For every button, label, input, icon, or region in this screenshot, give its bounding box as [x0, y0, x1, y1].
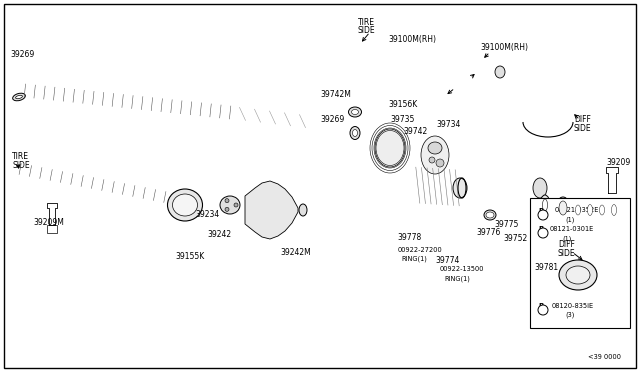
Ellipse shape	[15, 95, 22, 99]
Ellipse shape	[375, 129, 405, 167]
Text: 39234: 39234	[195, 210, 220, 219]
Text: 08121-0301E: 08121-0301E	[550, 226, 595, 232]
Text: 39155K: 39155K	[175, 252, 204, 261]
Text: B: B	[538, 303, 543, 309]
Text: (1): (1)	[562, 235, 572, 241]
Text: TIRE: TIRE	[12, 152, 29, 161]
Polygon shape	[245, 181, 298, 239]
Ellipse shape	[540, 195, 550, 215]
Ellipse shape	[495, 66, 505, 78]
Text: 39100M(RH): 39100M(RH)	[480, 43, 528, 52]
Polygon shape	[234, 106, 311, 129]
Text: 39242M: 39242M	[280, 248, 311, 257]
Bar	[460, 168, 540, 208]
Bar	[530, 198, 630, 328]
Ellipse shape	[609, 199, 619, 221]
Ellipse shape	[351, 109, 358, 115]
Text: 08121-0352E: 08121-0352E	[555, 207, 600, 213]
Text: SIDE: SIDE	[358, 26, 376, 35]
Ellipse shape	[428, 142, 442, 154]
Ellipse shape	[559, 260, 597, 290]
Ellipse shape	[225, 199, 229, 203]
Text: 39781: 39781	[534, 263, 558, 272]
Polygon shape	[19, 83, 236, 120]
Ellipse shape	[225, 207, 229, 211]
Ellipse shape	[538, 305, 548, 315]
Text: 39742M: 39742M	[320, 90, 351, 99]
Ellipse shape	[559, 201, 567, 215]
Text: TIRE: TIRE	[358, 18, 375, 27]
Bar	[47, 225, 57, 233]
Ellipse shape	[173, 194, 198, 216]
Ellipse shape	[370, 123, 410, 173]
Ellipse shape	[414, 128, 456, 183]
Text: 00922-27200: 00922-27200	[398, 247, 443, 253]
Ellipse shape	[350, 126, 360, 140]
Ellipse shape	[566, 266, 590, 284]
Polygon shape	[14, 162, 171, 204]
Text: 08120-835iE: 08120-835iE	[552, 303, 594, 309]
Ellipse shape	[421, 136, 449, 174]
Text: B: B	[538, 208, 543, 214]
Ellipse shape	[575, 205, 580, 215]
Ellipse shape	[453, 178, 467, 198]
Text: 39742: 39742	[403, 127, 428, 136]
Ellipse shape	[234, 203, 238, 207]
Text: 00922-13500: 00922-13500	[440, 266, 484, 272]
Ellipse shape	[600, 205, 605, 215]
Text: 39100M(RH): 39100M(RH)	[388, 35, 436, 44]
Ellipse shape	[573, 200, 583, 220]
Text: B: B	[538, 226, 543, 232]
Text: <39 0000: <39 0000	[588, 354, 621, 360]
Ellipse shape	[556, 197, 570, 219]
Text: 39209M: 39209M	[33, 218, 64, 227]
Text: DIFF: DIFF	[558, 240, 575, 249]
Text: 39156K: 39156K	[388, 100, 417, 109]
Polygon shape	[309, 115, 371, 139]
Ellipse shape	[220, 196, 240, 214]
Ellipse shape	[543, 199, 547, 211]
Text: SIDE: SIDE	[558, 249, 575, 258]
Ellipse shape	[533, 178, 547, 198]
Text: SIDE: SIDE	[12, 161, 29, 170]
Ellipse shape	[538, 228, 548, 238]
Ellipse shape	[486, 212, 494, 218]
Ellipse shape	[588, 205, 593, 215]
Ellipse shape	[597, 200, 607, 220]
Text: 39269: 39269	[10, 50, 35, 59]
Text: DIFF: DIFF	[564, 232, 581, 241]
Text: 39778: 39778	[397, 233, 421, 242]
Ellipse shape	[585, 199, 595, 221]
Text: SIDE: SIDE	[574, 124, 591, 133]
Ellipse shape	[538, 210, 548, 220]
Text: (1): (1)	[565, 216, 574, 222]
Text: 39242: 39242	[207, 230, 231, 239]
Ellipse shape	[349, 107, 362, 117]
Text: 39209: 39209	[606, 158, 630, 167]
Text: 39775: 39775	[494, 220, 518, 229]
Polygon shape	[438, 10, 630, 128]
Ellipse shape	[484, 210, 496, 220]
Text: 39774: 39774	[435, 256, 460, 265]
Text: (3): (3)	[565, 312, 574, 318]
Ellipse shape	[353, 129, 358, 137]
Text: 39752: 39752	[503, 234, 527, 243]
Text: DIFF: DIFF	[574, 115, 591, 124]
Text: SIDE: SIDE	[564, 240, 582, 249]
Ellipse shape	[168, 189, 202, 221]
Ellipse shape	[436, 159, 444, 167]
Text: 39269: 39269	[320, 115, 344, 124]
Text: RING(1): RING(1)	[401, 256, 427, 263]
Ellipse shape	[13, 93, 26, 101]
Ellipse shape	[611, 205, 616, 215]
Ellipse shape	[299, 204, 307, 216]
Text: 39734: 39734	[436, 120, 460, 129]
Polygon shape	[413, 166, 461, 207]
Text: RING(1): RING(1)	[444, 275, 470, 282]
Text: 39735: 39735	[390, 115, 414, 124]
Text: 39776: 39776	[476, 228, 500, 237]
Ellipse shape	[429, 157, 435, 163]
